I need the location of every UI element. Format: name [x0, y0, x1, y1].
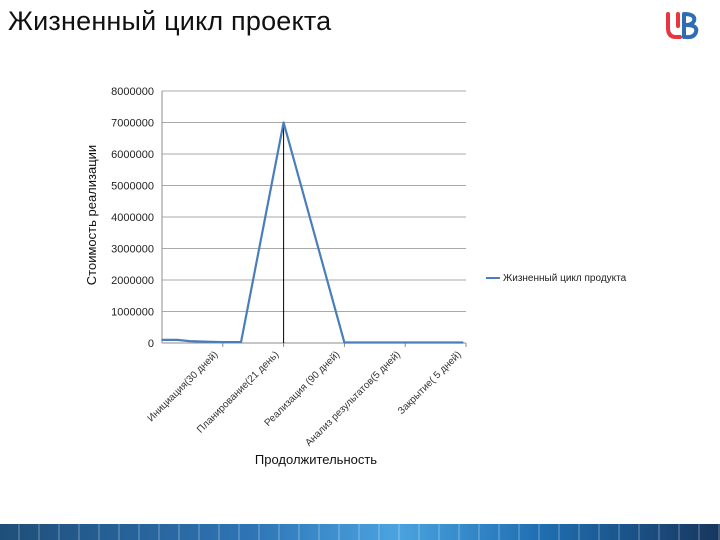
data-point: [206, 340, 209, 343]
x-tick-label: Закрытие( 5 дней): [396, 349, 464, 417]
y-tick-label: 3000000: [111, 244, 154, 256]
y-tick-label: 8000000: [111, 86, 154, 98]
category-labels: Инициация(30 дней)Планирование(21 день)Р…: [146, 349, 464, 448]
y-axis: 0 1000000 2000000 3000000 4000000 5000000 6000…: [111, 86, 163, 350]
data-point: [462, 341, 464, 344]
y-tick-label: 4000000: [111, 212, 154, 224]
series-line: [162, 121, 463, 344]
data-point: [282, 121, 285, 124]
data-point: [240, 341, 242, 343]
y-tick-label: 6000000: [111, 149, 154, 161]
grid-lines: [162, 90, 466, 344]
data-point: [343, 341, 346, 344]
data-point: [188, 340, 191, 342]
y-tick-label: 7000000: [111, 118, 154, 130]
data-point: [222, 341, 224, 343]
y-axis-title: Стоимость реализации: [84, 145, 99, 285]
ub-logo-icon: [666, 12, 699, 40]
y-tick-label: 2000000: [111, 275, 154, 287]
y-tick-label: 0: [148, 338, 154, 350]
y-tick-label: 1000000: [111, 307, 154, 319]
data-point: [161, 339, 163, 341]
y-tick-label: 5000000: [111, 181, 154, 193]
legend-label: Жизненный цикл продукта: [503, 273, 627, 284]
data-point: [176, 339, 178, 341]
legend: Жизненный цикл продукта: [486, 273, 627, 284]
footer-bar: [0, 524, 720, 540]
data-point: [404, 341, 407, 344]
page-title: Жизненный цикл проекта: [8, 6, 332, 36]
series: [161, 121, 464, 344]
x-axis-title: Продолжительность: [255, 452, 377, 467]
